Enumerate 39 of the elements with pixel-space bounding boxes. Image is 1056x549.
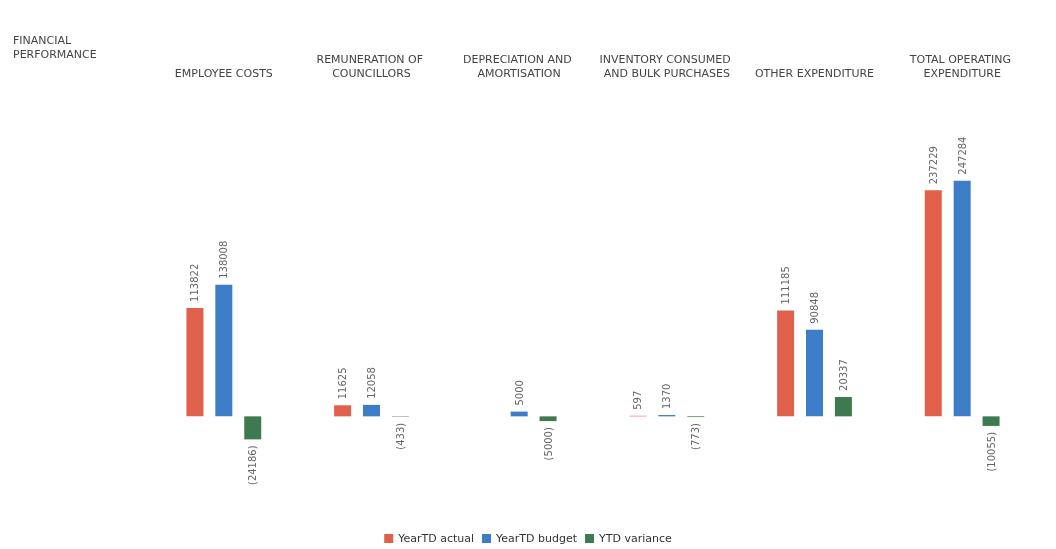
data-label: (5000) xyxy=(542,427,554,461)
x-tick-label: REMUNERATION OF COUNCILLORS xyxy=(316,52,427,80)
data-label: (24186) xyxy=(247,445,259,486)
bar xyxy=(777,310,795,417)
data-label: 12058 xyxy=(366,367,377,399)
data-label: (10055) xyxy=(985,431,997,472)
bar xyxy=(215,284,233,417)
data-label: 237229 xyxy=(927,146,939,185)
x-tick-label: INVENTORY CONSUMED AND BULK PURCHASES xyxy=(599,52,735,80)
legend-label: YTD variance xyxy=(598,532,673,545)
bar xyxy=(186,307,204,417)
legend-label: YearTD actual xyxy=(397,532,475,545)
bar xyxy=(953,180,971,417)
bar xyxy=(539,416,557,422)
data-label: 111185 xyxy=(780,266,792,305)
bar xyxy=(924,190,942,417)
bar xyxy=(334,405,352,417)
x-tick-label: EMPLOYEE COSTS xyxy=(174,66,273,80)
legend-label: YearTD budget xyxy=(495,532,578,545)
data-label: 90848 xyxy=(809,291,820,324)
bar xyxy=(363,404,380,417)
text: FINANCIAL PERFORMANCE xyxy=(13,33,97,61)
data-label: 1370 xyxy=(661,383,673,410)
data-label: (773) xyxy=(690,422,702,450)
data-label: 597 xyxy=(632,390,644,410)
data-label: 20337 xyxy=(837,359,849,391)
data-label: 138008 xyxy=(218,240,230,279)
x-tick-label: OTHER EXPENDITURE xyxy=(754,66,875,80)
bar xyxy=(834,396,852,417)
bar xyxy=(806,329,823,417)
bar xyxy=(244,416,262,440)
data-label: 11625 xyxy=(337,367,349,400)
x-tick-label: TOTAL OPERATING EXPENDITURE xyxy=(908,52,1015,80)
data-label: 113822 xyxy=(189,263,201,302)
bar xyxy=(982,416,1000,426)
x-tick-label: DEPRECIATION AND AMORTISATION xyxy=(463,52,576,80)
data-label: (433) xyxy=(394,422,406,450)
data-label: 247284 xyxy=(956,136,968,175)
data-label: 5000 xyxy=(513,380,525,406)
